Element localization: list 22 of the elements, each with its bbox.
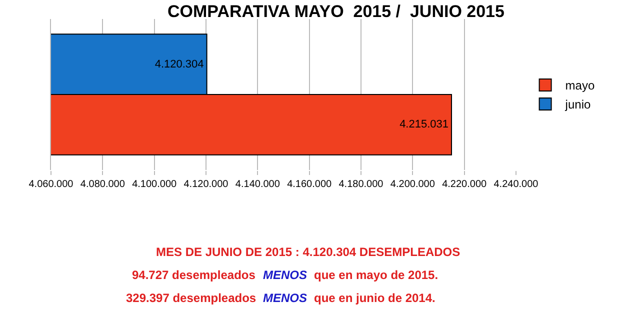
chart-title: COMPARATIVA MAYO 2015 / JUNIO 2015 xyxy=(168,2,504,21)
x-tick-label: 4.200.000 xyxy=(390,179,436,190)
x-tick-label: 4.240.000 xyxy=(494,179,539,190)
legend-label: mayo xyxy=(565,78,595,93)
text: 329.397 desempleados xyxy=(126,291,256,305)
x-tick-label: 4.060.000 xyxy=(28,179,74,190)
text: MENOS xyxy=(263,268,308,282)
x-tick-label: 4.120.000 xyxy=(184,179,229,190)
text: que en mayo de 2015. xyxy=(314,268,438,282)
text: 94.727 desempleados xyxy=(132,268,256,282)
data-label: 4.120.304 xyxy=(154,58,204,70)
text: que en junio de 2014. xyxy=(314,291,436,305)
legend-label: junio xyxy=(564,98,591,112)
x-tick-label: 4.160.000 xyxy=(287,179,332,190)
x-tick-label: 4.220.000 xyxy=(442,179,488,190)
x-tick-label: 4.100.000 xyxy=(132,179,178,190)
x-tick-label: 4.140.000 xyxy=(235,179,280,190)
x-tick-label: 4.080.000 xyxy=(80,179,126,190)
text: MENOS xyxy=(263,291,308,305)
x-tick-label: 4.180.000 xyxy=(338,179,384,190)
text: MES DE JUNIO DE 2015 : 4.120.304 DESEMPLEADOS xyxy=(156,245,460,259)
data-label: 4.215.031 xyxy=(400,118,448,131)
